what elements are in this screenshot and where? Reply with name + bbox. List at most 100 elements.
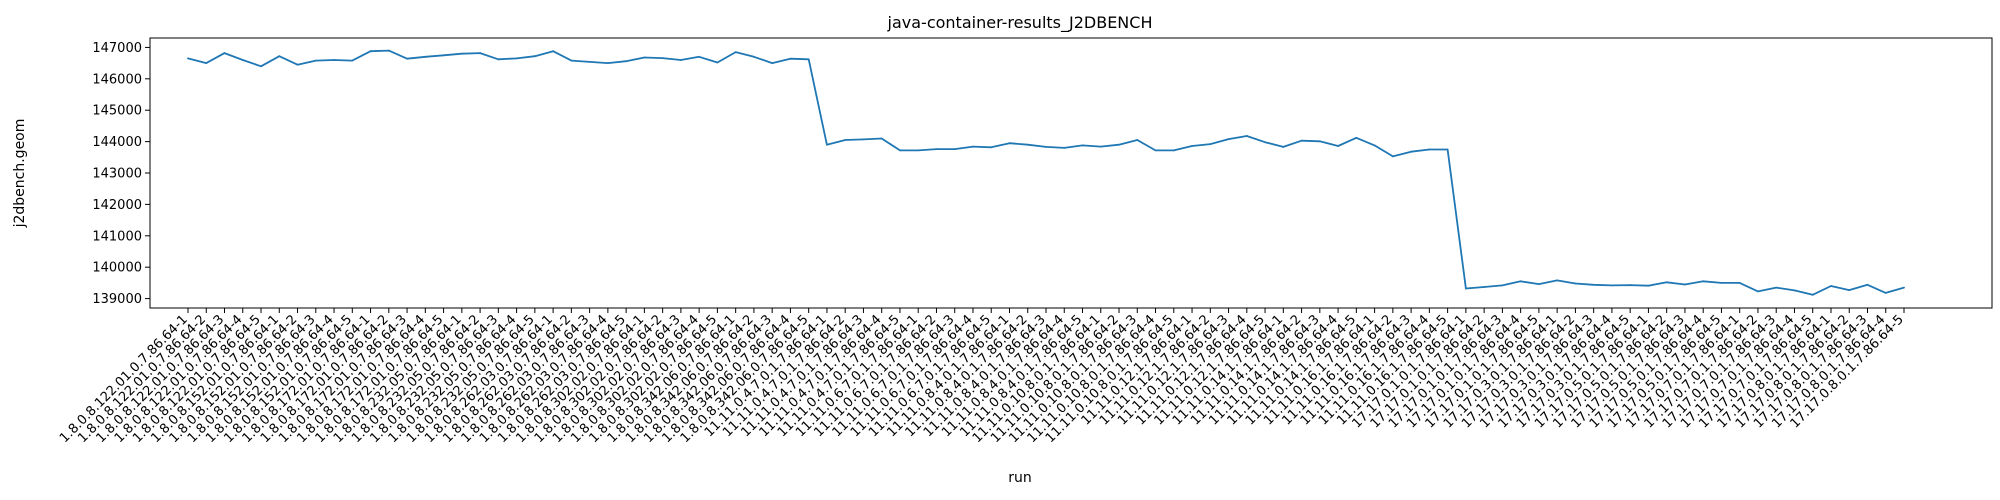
data-point: [1629, 284, 1632, 286]
data-point: [990, 146, 993, 149]
data-point: [570, 59, 573, 62]
data-point: [606, 62, 609, 65]
plot-area-frame: [149, 37, 1993, 309]
data-point: [1227, 138, 1230, 140]
y-tick-label: 144000: [92, 135, 142, 150]
data-point: [917, 149, 920, 152]
data-point: [1811, 293, 1814, 296]
data-point: [497, 58, 500, 61]
data-point: [862, 138, 865, 141]
data-point: [351, 59, 354, 62]
y-tick-label: 142000: [92, 198, 142, 213]
data-point: [972, 145, 974, 148]
data-point: [1556, 279, 1559, 282]
data-point: [844, 139, 847, 141]
y-tick-label: 145000: [92, 104, 142, 119]
data-point: [1738, 281, 1741, 284]
data-point: [1081, 144, 1084, 147]
data-point: [679, 59, 682, 61]
data-point: [1154, 149, 1157, 152]
data-point: [1775, 286, 1778, 289]
data-point: [406, 57, 408, 60]
data-point: [698, 55, 701, 58]
data-point: [1337, 145, 1339, 147]
data-point: [1830, 285, 1832, 287]
data-point: [460, 52, 463, 55]
data-point: [661, 57, 664, 59]
data-point: [552, 50, 555, 53]
data-point: [260, 65, 262, 68]
data-point: [296, 63, 299, 66]
data-point: [1373, 144, 1376, 147]
y-tick-label: 139000: [92, 292, 142, 307]
data-point: [515, 57, 518, 60]
data-point: [1519, 280, 1522, 283]
data-point: [1026, 143, 1029, 146]
data-point: [1245, 135, 1248, 137]
x-axis-label: run: [1008, 470, 1032, 486]
data-point: [1866, 283, 1869, 286]
data-point: [1008, 142, 1011, 145]
data-point: [588, 60, 591, 63]
data-point: [314, 59, 317, 62]
data-point: [1355, 136, 1358, 139]
data-point: [1903, 286, 1905, 289]
data-point: [1099, 145, 1102, 148]
x-axis: 1.8.0.8.122.01.0.7.86.64-11.8.0.8.122.01…: [57, 308, 1907, 446]
y-axis-label: j2dbench.geom: [12, 119, 28, 229]
data-point: [1848, 289, 1851, 292]
y-tick-label: 140000: [92, 261, 142, 276]
data-point: [1537, 283, 1540, 286]
data-point: [1045, 146, 1047, 148]
data-point: [479, 52, 481, 54]
data-point: [333, 59, 335, 61]
data-point: [387, 49, 390, 52]
chart-title: java-container-results_J2DBENCH: [887, 13, 1153, 33]
data-point: [1209, 143, 1212, 146]
data-point: [1684, 283, 1686, 286]
data-point: [880, 137, 883, 140]
y-tick-label: 141000: [92, 229, 142, 244]
data-point: [753, 55, 755, 58]
data-point: [1172, 149, 1175, 152]
data-point: [1793, 289, 1796, 292]
series-layer: [187, 49, 1905, 296]
data-point: [1611, 284, 1613, 287]
data-point: [187, 57, 189, 60]
data-point: [1592, 283, 1595, 286]
data-point: [1191, 145, 1193, 147]
data-point: [1446, 148, 1449, 151]
data-point: [205, 62, 208, 65]
data-point: [807, 58, 810, 61]
data-point: [1647, 284, 1650, 287]
data-point: [1282, 146, 1285, 148]
data-point: [1757, 290, 1759, 293]
data-point: [1501, 284, 1504, 287]
data-point: [1464, 287, 1467, 290]
data-point: [734, 51, 737, 54]
y-tick-label: 147000: [92, 41, 142, 56]
data-point: [1300, 139, 1303, 142]
y-tick-label: 143000: [92, 167, 142, 182]
data-point: [1483, 286, 1486, 288]
series-line: [187, 49, 1905, 296]
data-point: [1428, 148, 1431, 151]
data-point: [716, 61, 719, 64]
data-point: [1720, 281, 1723, 284]
data-point: [1063, 146, 1066, 149]
data-point: [1391, 155, 1394, 158]
data-point: [223, 52, 226, 54]
data-point: [1118, 143, 1120, 146]
data-point: [1665, 281, 1668, 284]
data-point: [442, 54, 445, 57]
data-point: [899, 149, 901, 152]
data-point: [533, 55, 536, 58]
data-point: [826, 143, 828, 146]
data-point: [278, 55, 281, 58]
data-point: [369, 50, 372, 53]
data-point: [1884, 292, 1887, 294]
data-point: [953, 148, 956, 151]
data-point: [1136, 139, 1139, 141]
